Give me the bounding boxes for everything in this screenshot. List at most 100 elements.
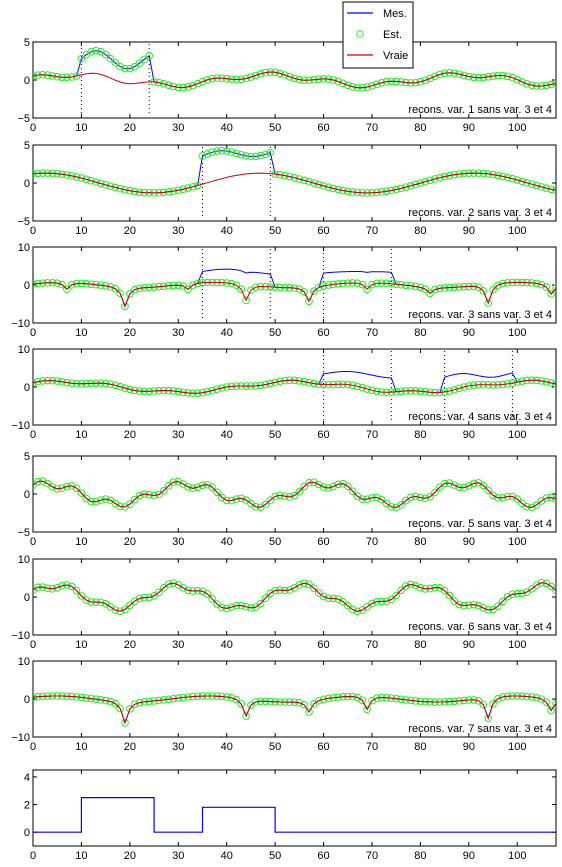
x-tick-label: 100 [508,850,526,862]
x-tick-label: 90 [463,225,475,237]
est-marker [343,81,352,90]
est-marker [237,150,246,159]
x-tick-label: 20 [124,122,136,134]
est-marker [82,596,91,604]
x-tick-label: 10 [75,536,87,548]
est-marker [552,284,556,292]
est-marker [179,185,187,194]
est-marker [126,500,134,509]
est-marker [247,152,255,161]
x-tick-label: 50 [269,429,281,441]
y-tick-label: 10 [18,554,30,566]
est-marker [266,148,275,157]
est-marker [455,384,463,393]
est-marker [237,285,246,293]
y-tick-label: 10 [18,656,30,668]
legend-label: Vraie [383,50,408,62]
est-marker [159,79,168,88]
x-tick-label: 100 [508,536,526,548]
y-tick-label: 0 [24,489,30,501]
est-marker [397,184,405,193]
y-tick-label: −10 [11,630,30,642]
est-marker [116,184,124,193]
est-marker [300,288,308,296]
x-tick-label: 70 [366,225,378,237]
x-tick-label: 20 [124,225,136,237]
est-marker [77,489,86,497]
est-marker [508,174,517,183]
est-marker [232,149,241,158]
est-marker [111,284,120,293]
est-marker [285,493,294,501]
series-vraie [33,71,556,89]
est-marker [72,484,81,492]
est-marker [276,377,284,386]
panel-annotation: recons. var. 2 sans var. 3 et 4 [408,207,552,219]
y-tick-label: 5 [24,140,30,152]
est-marker [48,72,57,80]
est-marker [416,283,425,292]
est-marker [305,297,313,306]
x-tick-label: 70 [366,850,378,862]
est-marker [126,289,134,298]
est-marker [87,176,95,185]
x-tick-label: 60 [317,536,329,548]
est-marker [87,48,95,56]
x-tick-label: 50 [269,327,281,339]
est-marker [111,606,120,614]
est-marker [271,378,279,387]
est-marker [208,148,216,156]
est-marker [455,600,463,609]
x-tick-label: 80 [414,639,426,651]
y-tick-label: 10 [18,344,30,356]
est-marker [465,72,473,81]
est-marker [406,493,415,502]
est-marker [518,177,526,186]
x-tick-label: 20 [124,536,136,548]
est-marker [537,183,546,191]
est-marker [300,701,308,709]
est-marker [92,178,100,186]
est-marker [358,383,367,392]
est-marker [213,147,221,155]
est-marker [290,491,299,500]
est-marker [368,599,376,608]
y-tick-label: 2 [24,800,30,812]
est-marker [169,82,178,91]
x-tick-label: 50 [269,850,281,862]
y-tick-label: 0 [24,178,30,190]
est-marker [479,481,488,490]
x-tick-label: 90 [463,639,475,651]
est-marker [402,183,410,191]
est-marker [58,280,66,289]
est-marker [334,185,342,194]
est-marker [261,380,270,389]
est-marker [523,178,531,187]
series-vraie [33,582,556,612]
est-marker [67,582,76,591]
x-tick-label: 70 [366,327,378,339]
x-tick-label: 100 [508,639,526,651]
est-marker [314,180,323,189]
est-marker [266,379,275,388]
panel-annotation: recons. var. 7 sans var. 3 et 4 [408,723,552,735]
x-tick-label: 100 [508,429,526,441]
est-marker [121,302,129,311]
est-marker [421,76,430,85]
x-tick-label: 50 [269,122,281,134]
est-marker [484,486,493,495]
est-marker [324,183,333,191]
x-tick-label: 50 [269,639,281,651]
est-marker [518,499,526,508]
est-marker [126,64,134,73]
x-tick-label: 60 [317,429,329,441]
est-marker [232,695,241,704]
est-marker [242,712,250,720]
x-tick-label: 100 [508,122,526,134]
x-tick-label: 80 [414,122,426,134]
est-marker [106,54,115,63]
est-marker [261,500,270,509]
est-marker [542,184,551,192]
